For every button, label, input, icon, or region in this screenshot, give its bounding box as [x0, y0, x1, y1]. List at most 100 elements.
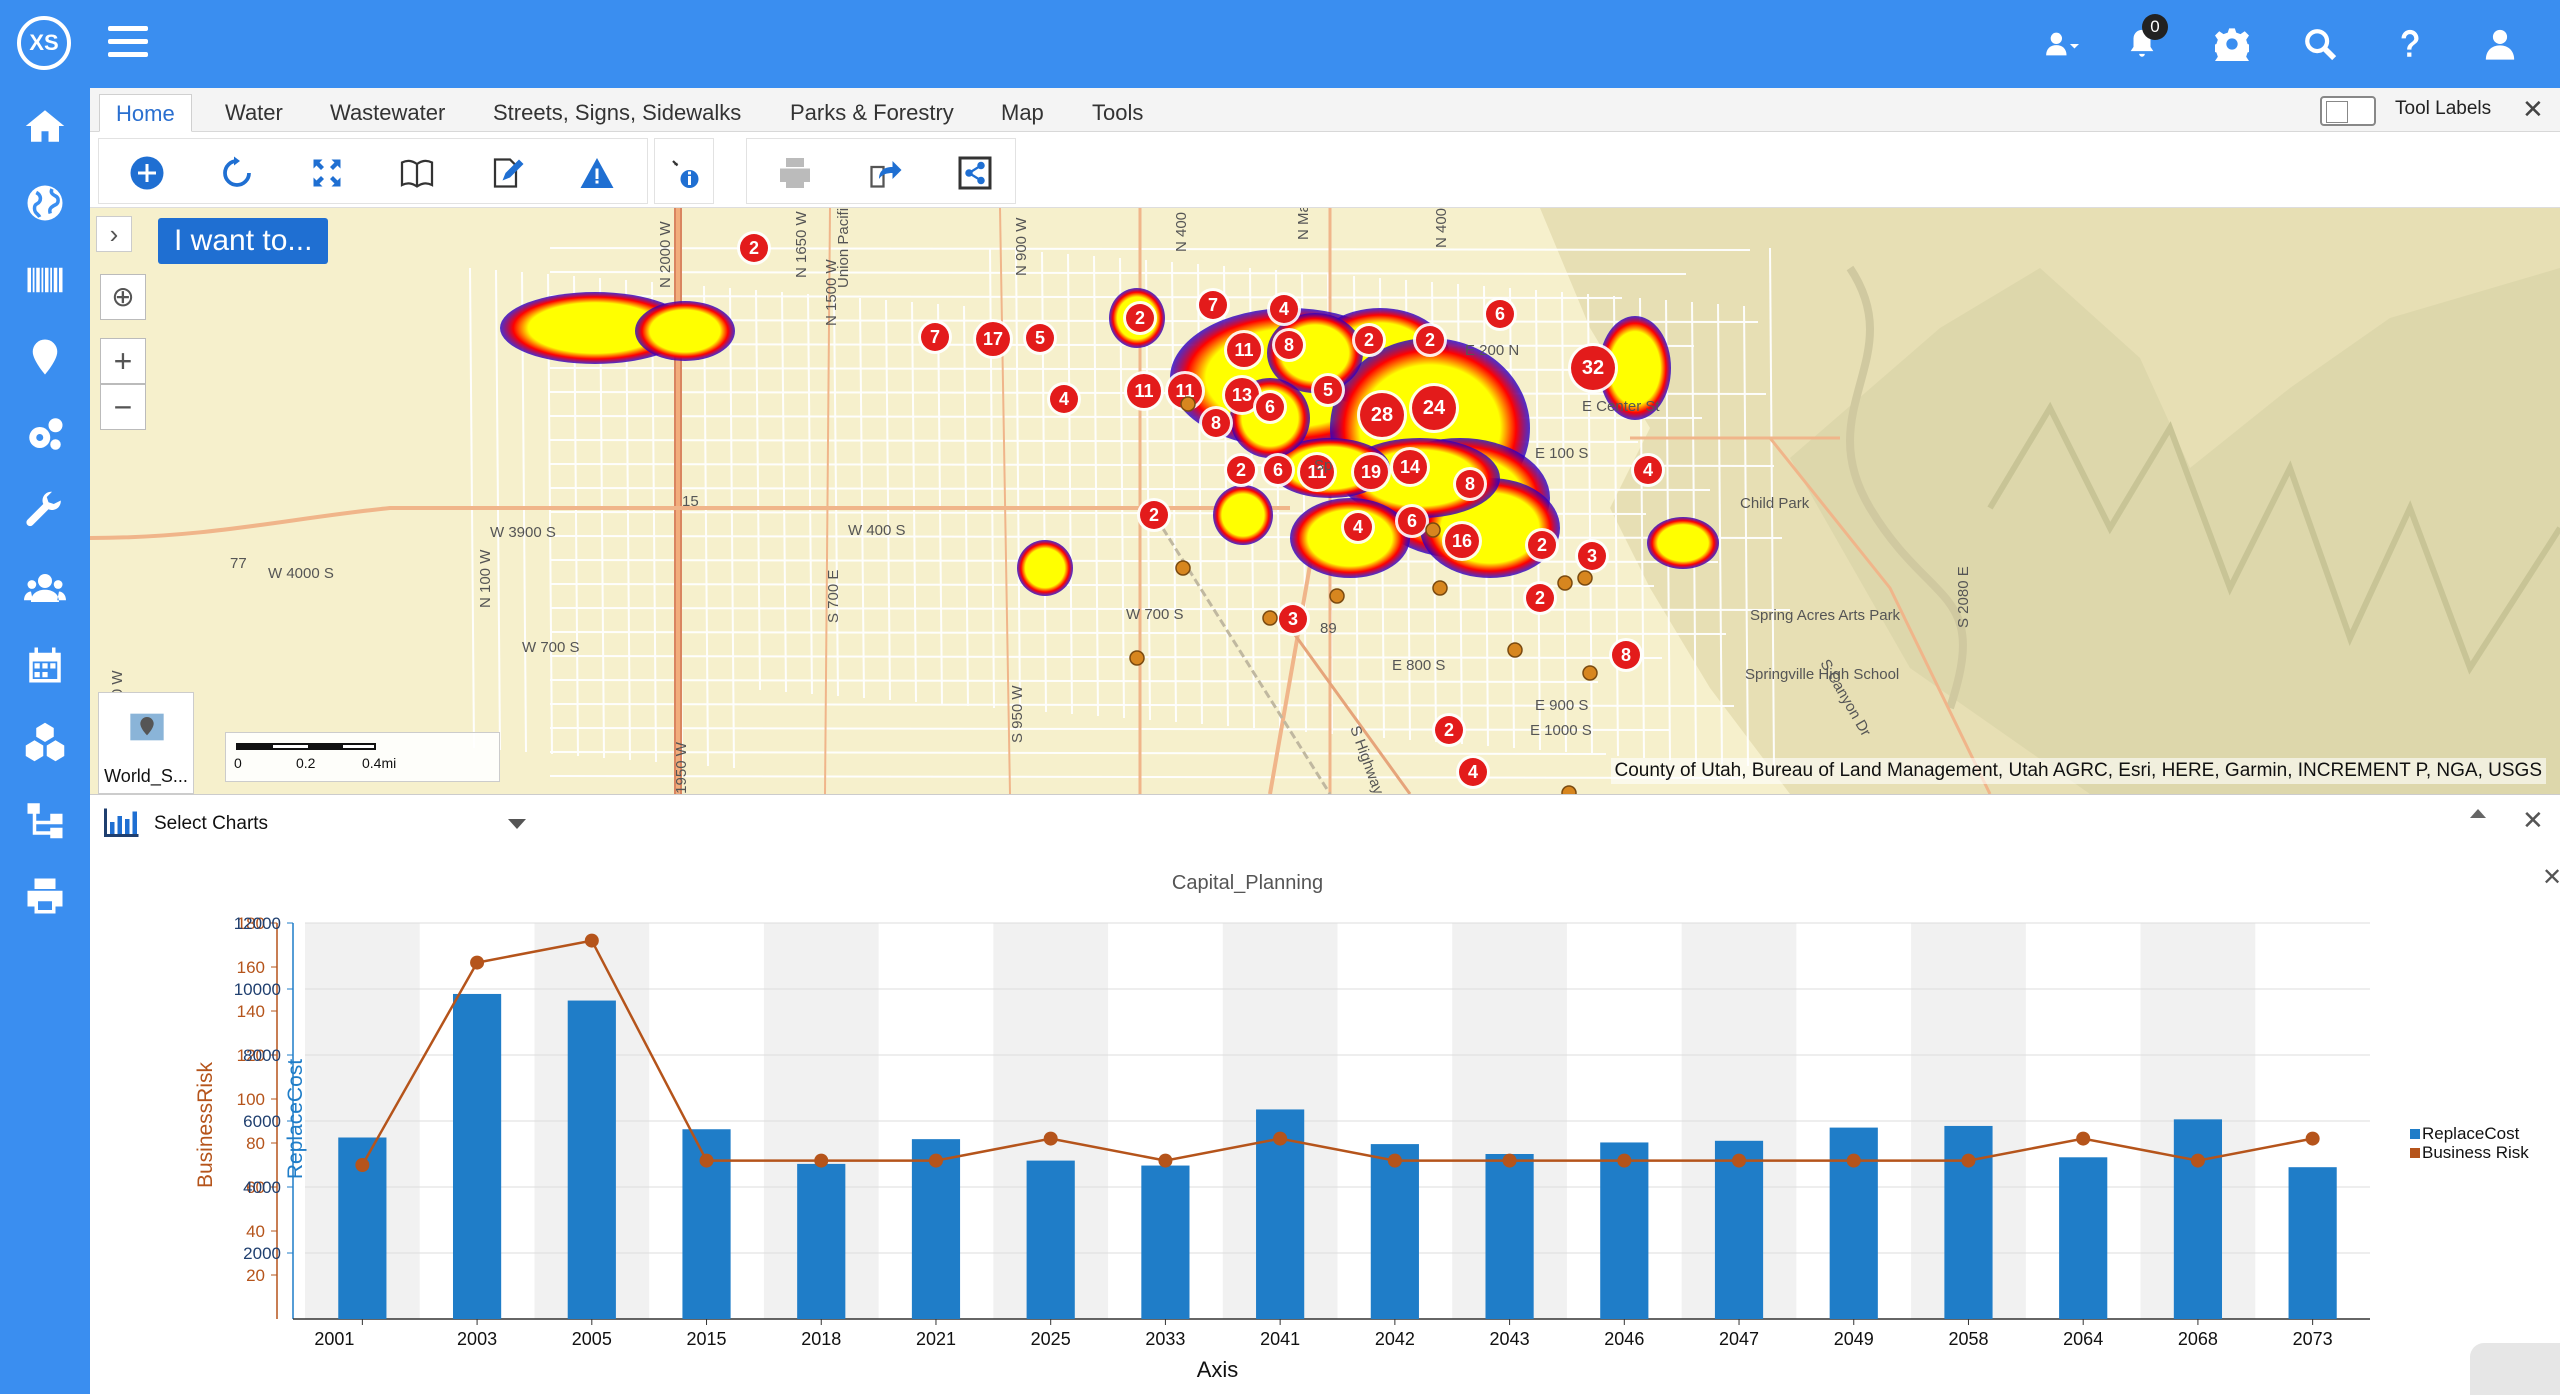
risk-point-2064[interactable]	[2076, 1131, 2091, 1146]
cluster-marker[interactable]: 2	[1432, 713, 1466, 747]
print-icon[interactable]	[20, 871, 70, 921]
export-icon[interactable]	[863, 153, 907, 193]
cluster-marker[interactable]: 2	[1523, 581, 1557, 615]
collapse-panel-icon[interactable]	[2470, 809, 2486, 818]
bar-2046[interactable]	[1600, 1142, 1649, 1319]
cluster-marker[interactable]: 17	[973, 319, 1013, 359]
user-settings-icon[interactable]	[2032, 22, 2092, 66]
cluster-marker[interactable]: 2	[737, 231, 771, 265]
search-icon[interactable]	[2298, 22, 2342, 66]
cluster-marker[interactable]: 6	[1253, 390, 1287, 424]
cluster-marker[interactable]: 5	[1311, 373, 1345, 407]
edit-icon[interactable]	[485, 153, 529, 193]
risk-point-2018[interactable]	[814, 1153, 829, 1168]
add-icon[interactable]	[125, 153, 169, 193]
cluster-marker[interactable]: 6	[1483, 297, 1517, 331]
bar-2021[interactable]	[911, 1139, 961, 1319]
cluster-marker[interactable]: 4	[1631, 453, 1665, 487]
bar-2047[interactable]	[1714, 1140, 1764, 1319]
cluster-marker[interactable]: 19	[1351, 452, 1391, 492]
cluster-marker[interactable]: 8	[1609, 638, 1643, 672]
basemap-switcher[interactable]: World_S...	[98, 692, 194, 794]
cluster-marker[interactable]: 2	[1413, 323, 1447, 357]
map-view[interactable]: 2 7 17 5 2 7 4 11 8 2 2 6 4 11 11 13 5 28 24 6 8 32 4 2 6 11 19 14 8…	[90, 208, 2560, 794]
cluster-marker[interactable]: 8	[1272, 328, 1306, 362]
expand-panel-button[interactable]: ›	[96, 216, 132, 252]
account-icon[interactable]	[2478, 22, 2522, 66]
print-icon[interactable]	[773, 153, 817, 193]
tab-streets-signs-sidewalks[interactable]: Streets, Signs, Sidewalks	[493, 100, 742, 125]
gear-icon[interactable]	[2210, 22, 2254, 66]
cluster-marker[interactable]: 11	[1297, 452, 1337, 492]
bar-2042[interactable]	[1370, 1144, 1419, 1319]
point-marker[interactable]	[1329, 588, 1345, 604]
cluster-marker[interactable]: 5	[1023, 321, 1057, 355]
point-marker[interactable]	[1129, 650, 1145, 666]
risk-point-2021[interactable]	[928, 1153, 943, 1168]
cluster-marker[interactable]: 8	[1453, 467, 1487, 501]
risk-point-2003[interactable]	[470, 955, 485, 970]
risk-point-2042[interactable]	[1387, 1153, 1402, 1168]
cluster-marker[interactable]: 13	[1222, 375, 1262, 415]
close-panel-icon[interactable]: ✕	[2522, 805, 2544, 835]
point-marker[interactable]	[1425, 522, 1441, 538]
tab-home[interactable]: Home	[99, 94, 192, 132]
bar-2064[interactable]	[2059, 1157, 2108, 1319]
cluster-marker[interactable]: 7	[1196, 288, 1230, 322]
point-marker[interactable]	[1175, 560, 1191, 576]
tab-wastewater[interactable]: Wastewater	[330, 100, 446, 125]
cluster-marker[interactable]: 14	[1390, 447, 1430, 487]
bell-icon[interactable]: 0	[2120, 14, 2168, 66]
zoom-out-button[interactable]: −	[100, 384, 146, 430]
help-icon[interactable]	[2388, 22, 2432, 66]
point-marker[interactable]	[1582, 665, 1598, 681]
risk-point-2025[interactable]	[1043, 1131, 1058, 1146]
corner-tab[interactable]	[2470, 1343, 2560, 1395]
gears-icon[interactable]	[20, 409, 70, 459]
globe-icon[interactable]	[20, 178, 70, 228]
i-want-to-button[interactable]: I want to...	[158, 218, 329, 264]
select-charts-dropdown[interactable]: Select Charts	[154, 813, 269, 834]
risk-point-2041[interactable]	[1273, 1131, 1288, 1146]
bar-2073[interactable]	[2288, 1167, 2337, 1319]
cluster-marker[interactable]: 32	[1568, 343, 1618, 393]
point-marker[interactable]	[1180, 396, 1196, 412]
users-icon[interactable]	[20, 563, 70, 613]
cluster-marker[interactable]: 28	[1357, 390, 1407, 440]
bar-2018[interactable]	[797, 1163, 846, 1319]
location-pin-icon[interactable]	[20, 332, 70, 382]
cubes-icon[interactable]	[20, 717, 70, 767]
home-icon[interactable]	[20, 101, 70, 151]
bar-2033[interactable]	[1141, 1165, 1190, 1319]
refresh-icon[interactable]	[215, 153, 259, 193]
cluster-marker[interactable]: 2	[1123, 301, 1157, 335]
point-marker[interactable]	[1561, 785, 1577, 794]
menu-icon[interactable]	[108, 26, 148, 60]
cluster-marker[interactable]: 7	[918, 320, 952, 354]
point-marker[interactable]	[1577, 570, 1593, 586]
risk-point-2049[interactable]	[1846, 1153, 1861, 1168]
close-chart-icon[interactable]: ✕	[2542, 864, 2560, 891]
cluster-marker[interactable]: 8	[1199, 406, 1233, 440]
bar-2005[interactable]	[567, 1000, 616, 1319]
tab-tools[interactable]: Tools	[1092, 100, 1144, 125]
risk-point-2046[interactable]	[1617, 1153, 1632, 1168]
risk-point-2043[interactable]	[1502, 1153, 1517, 1168]
locate-button[interactable]: ⊕	[100, 274, 146, 320]
risk-point-2047[interactable]	[1732, 1153, 1747, 1168]
bar-2025[interactable]	[1026, 1160, 1075, 1319]
share-icon[interactable]	[953, 153, 997, 193]
cluster-marker[interactable]: 3	[1276, 602, 1310, 636]
calendar-icon[interactable]	[20, 640, 70, 690]
cluster-marker[interactable]: 11	[1124, 371, 1164, 411]
tab-parks-forestry[interactable]: Parks & Forestry	[790, 100, 954, 125]
cluster-marker[interactable]: 11	[1224, 330, 1264, 370]
cluster-marker[interactable]: 6	[1261, 453, 1295, 487]
cluster-marker[interactable]: 24	[1409, 383, 1459, 433]
cluster-marker[interactable]: 2	[1224, 453, 1258, 487]
tab-map[interactable]: Map	[1001, 100, 1044, 125]
cluster-marker[interactable]: 2	[1137, 498, 1171, 532]
risk-point-2001[interactable]	[355, 1158, 370, 1172]
cluster-marker[interactable]: 6	[1395, 504, 1429, 538]
